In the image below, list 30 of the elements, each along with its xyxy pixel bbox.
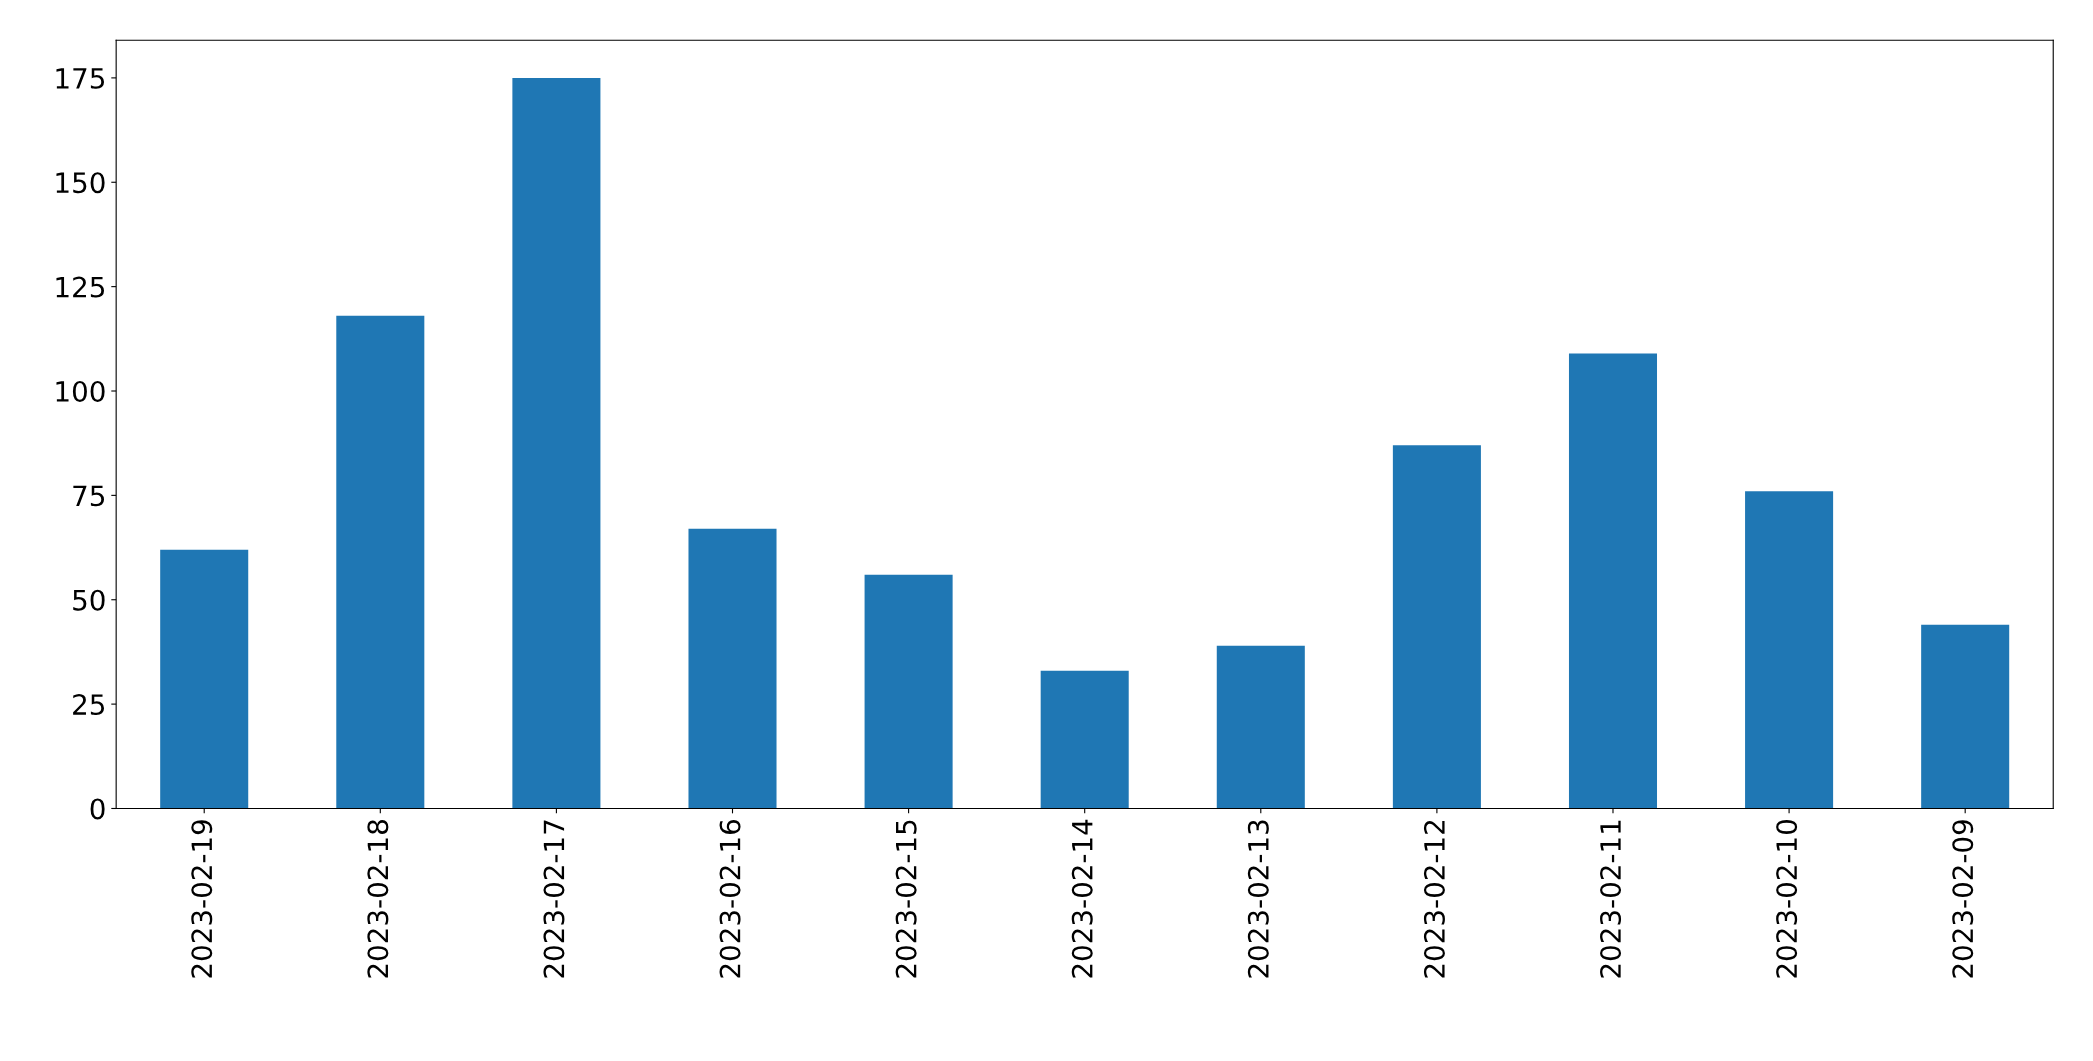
x-tick-label: 2023-02-13 [1247,820,1269,978]
y-tick-label: 75 [73,485,105,507]
x-tick-label: 2023-02-18 [367,820,389,978]
bar [512,77,601,809]
bar [1745,491,1834,809]
x-tick-label: 2023-02-11 [1600,820,1622,978]
bar [1392,445,1481,809]
bar [864,574,953,809]
x-tick-label: 2023-02-14 [1071,819,1093,978]
y-tick-label: 150 [56,172,105,194]
bar [688,528,777,809]
bar [1040,670,1129,809]
x-tick-label: 2023-02-17 [543,820,565,978]
x-tick-label: 2023-02-16 [719,819,741,978]
y-tick-label: 100 [56,380,105,402]
x-tick-label: 2023-02-19 [191,820,213,978]
bar [1568,353,1658,809]
y-tick-label: 50 [73,589,105,611]
bar [1216,645,1305,809]
y-tick-label: 125 [56,276,105,298]
y-tick-label: 0 [90,798,105,820]
bar [1921,624,2010,809]
y-tick-label: 25 [73,694,105,716]
y-tick-label: 175 [56,68,105,89]
bar [160,549,249,809]
x-tick-label: 2023-02-10 [1776,820,1798,978]
x-tick-label: 2023-02-09 [1952,820,1974,978]
bar [336,315,425,809]
x-tick-label: 2023-02-12 [1423,820,1445,978]
x-tick-label: 2023-02-15 [895,820,917,978]
